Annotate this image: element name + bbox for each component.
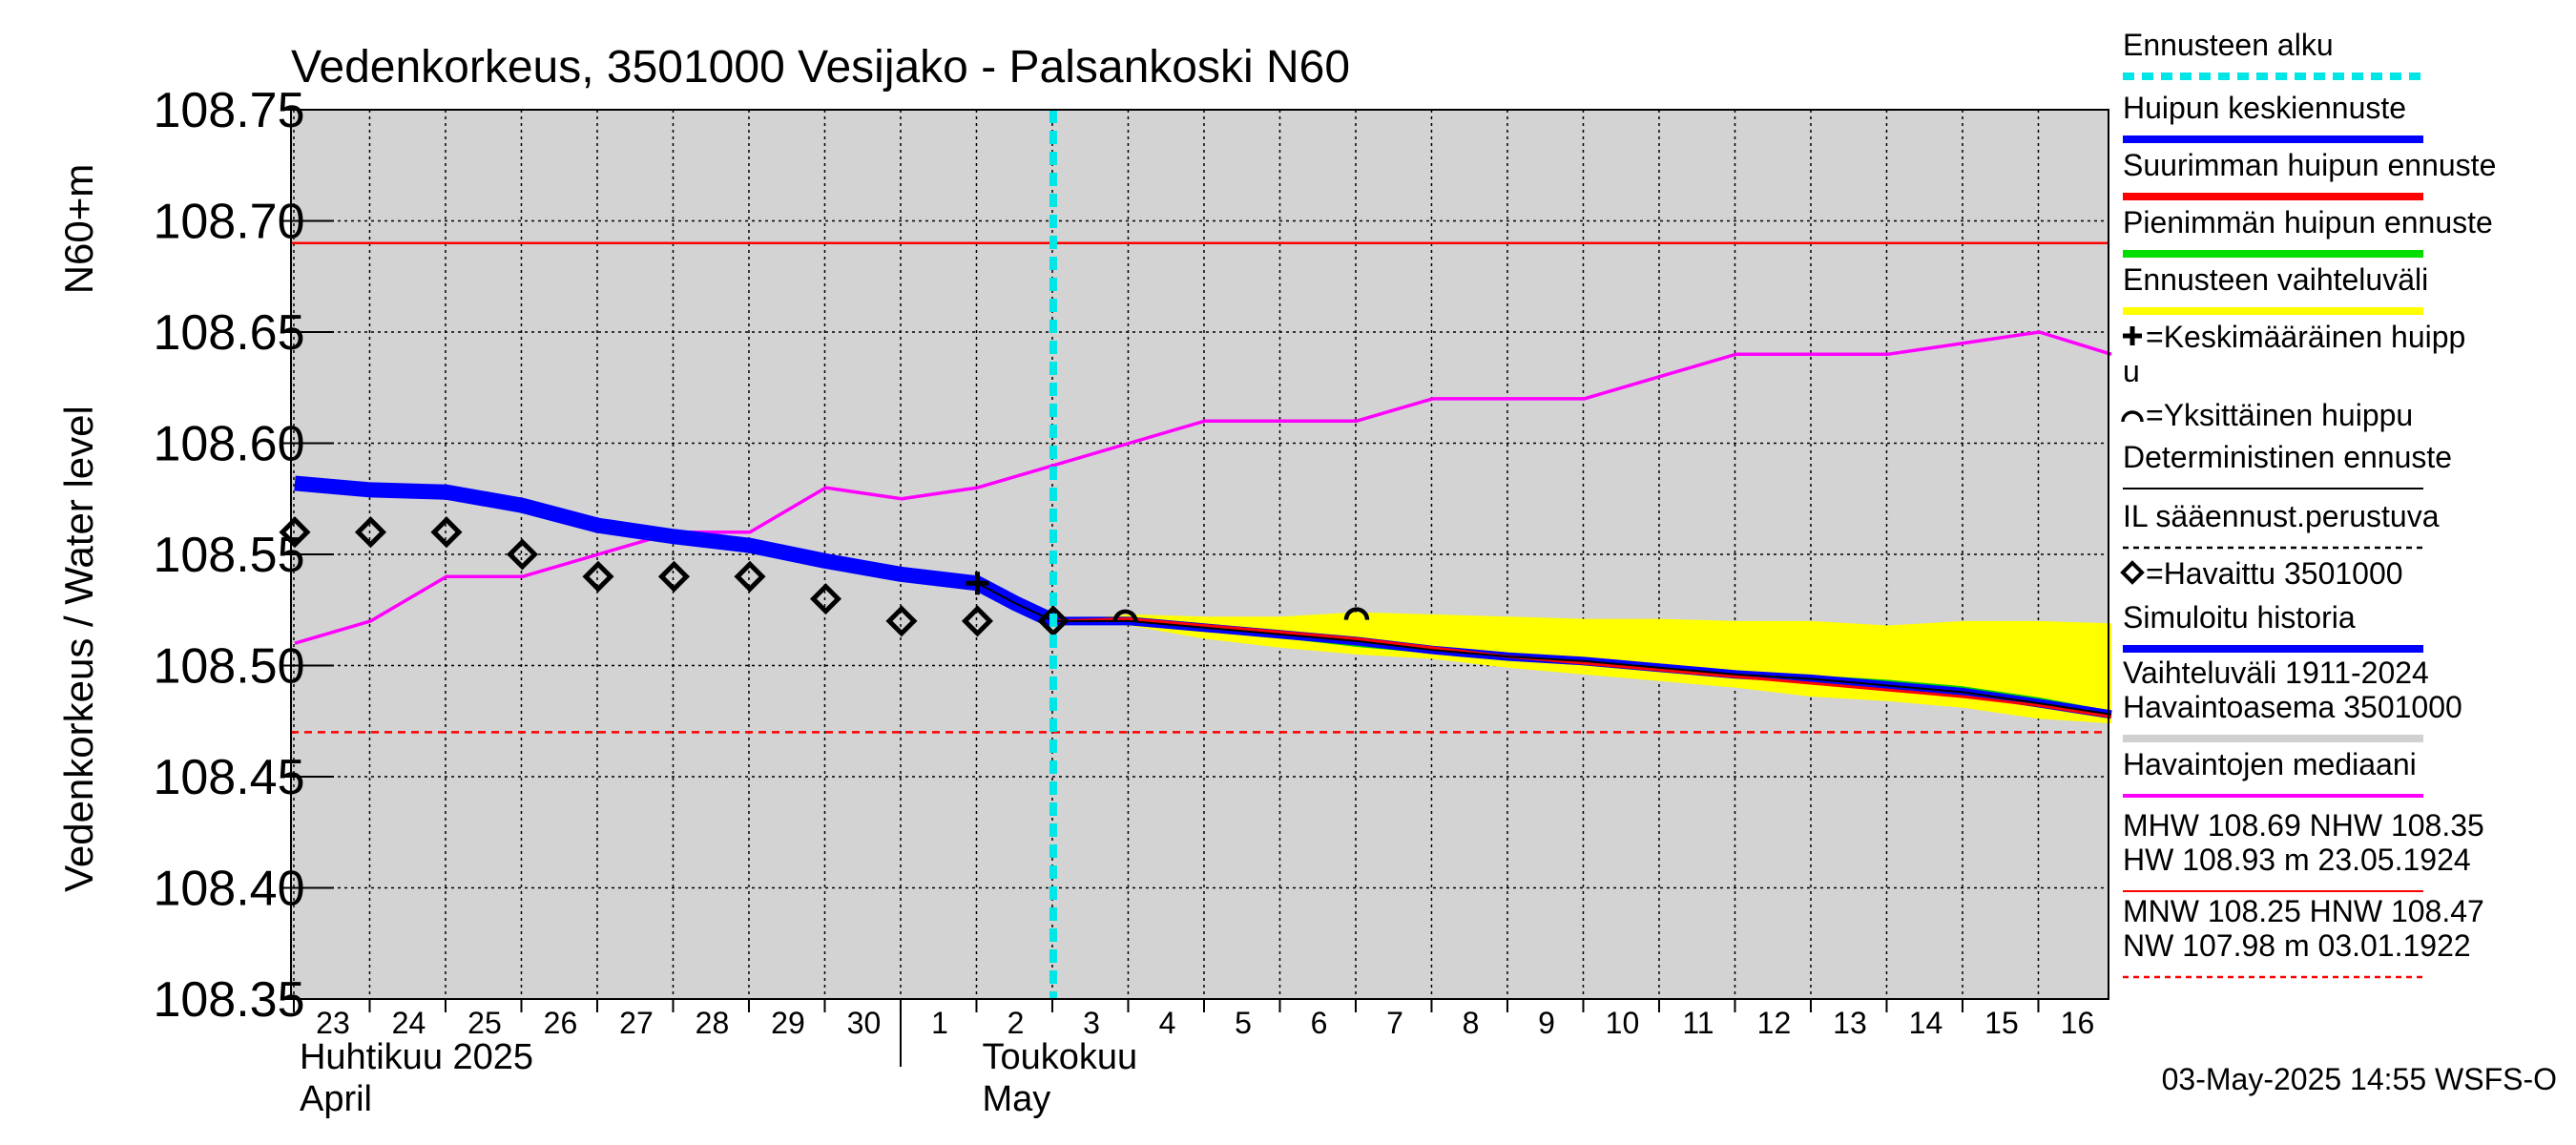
y-tick-label: 108.55 (153, 528, 304, 583)
y-tick-label: 108.65 (153, 305, 304, 361)
x-tick-label: 6 (1311, 1006, 1328, 1040)
single-peak-marker (1112, 609, 1138, 623)
observation-marker (506, 538, 539, 571)
legend-label: MHW 108.69 NHW 108.35 (2123, 808, 2484, 843)
legend-label: Huipun keskiennuste (2123, 91, 2406, 125)
observation-marker (961, 605, 994, 637)
legend-symbol-arc (2121, 410, 2144, 423)
legend: Ennusteen alku Huipun keskiennuste Suurimm… (2120, 28, 2496, 979)
x-tick-label: 14 (1909, 1006, 1943, 1040)
legend-label: Deterministinen ennuste (2123, 440, 2452, 474)
y-tick-label: 108.45 (153, 750, 304, 805)
reference-lines (291, 241, 2109, 734)
y-axis: 108.35 108.40 108.45 108.50 108.55 108.60 108.… (153, 83, 334, 1028)
x-tick-label: 5 (1235, 1006, 1252, 1040)
legend-label: Suurimman huipun ennuste (2123, 148, 2496, 182)
x-tick-label: 25 (467, 1006, 502, 1040)
observation-marker (354, 516, 387, 549)
legend-label: Simuloitu historia (2123, 600, 2356, 635)
x-tick-label: 9 (1538, 1006, 1555, 1040)
legend-label: Pienimmän huipun ennuste (2123, 205, 2493, 239)
legend-label-line2: u (2123, 354, 2140, 388)
x-tick-label: 24 (392, 1006, 426, 1040)
x-tick-label: 12 (1757, 1006, 1792, 1040)
x-tick-label: 23 (316, 1006, 350, 1040)
legend-label-line2: Havaintoasema 3501000 (2123, 690, 2462, 724)
x-tick-label: 3 (1083, 1006, 1100, 1040)
x-tick-label: 4 (1159, 1006, 1176, 1040)
y-tick-label: 108.75 (153, 83, 304, 138)
x-tick-label: 30 (847, 1006, 882, 1040)
observation-marker (734, 560, 766, 593)
legend-label: Havaintojen mediaani (2123, 747, 2417, 781)
series-suurimman-huipun-ennuste (1052, 617, 2112, 718)
legend-label-line2: NW 107.98 m 03.01.1922 (2123, 928, 2471, 963)
mean-peak-marker (966, 572, 989, 595)
y-axis-label-unit: N60+m (56, 164, 101, 295)
legend-label: Vaihteluväli 1911-2024 (2123, 656, 2429, 690)
y-tick-label: 108.40 (153, 862, 304, 917)
y-axis-label: Vedenkorkeus / Water level (56, 406, 101, 892)
observation-marker (657, 560, 691, 593)
x-tick-label: 13 (1833, 1006, 1867, 1040)
legend-label: Ennusteen alku (2123, 28, 2334, 62)
footer-timestamp: 03-May-2025 14:55 WSFS-O (2162, 1062, 2557, 1096)
x-tick-label: 27 (619, 1006, 654, 1040)
x-tick-label: 8 (1463, 1006, 1480, 1040)
observation-marker (1037, 605, 1070, 637)
legend-symbol-diamond (2120, 560, 2145, 585)
legend-label: Ennusteen vaihteluväli (2123, 262, 2428, 297)
x-tick-label: 29 (771, 1006, 805, 1040)
month-label-fi: Toukokuu (982, 1037, 1137, 1077)
chart-title: Vedenkorkeus, 3501000 Vesijako - Palsank… (291, 42, 1350, 93)
x-axis: 23 24 25 26 27 28 29 30 1 2 3 4 5 6 7 8 9 10 11 12 13 14 15 16H… (292, 999, 2095, 1119)
x-tick-label: 28 (696, 1006, 730, 1040)
observation-marker (430, 516, 463, 549)
legend-label: =Keskimääräinen huipp (2146, 320, 2465, 354)
x-tick-label: 7 (1386, 1006, 1403, 1040)
y-tick-label: 108.50 (153, 639, 304, 695)
month-label-en: May (982, 1079, 1050, 1119)
x-tick-label: 15 (1984, 1006, 2019, 1040)
y-tick-label: 108.70 (153, 195, 304, 250)
month-label-fi: Huhtikuu 2025 (300, 1037, 533, 1077)
x-tick-label: 16 (2061, 1006, 2095, 1040)
x-tick-label: 11 (1682, 1006, 1714, 1040)
x-tick-label: 26 (544, 1006, 578, 1040)
legend-label: MNW 108.25 HNW 108.47 (2123, 894, 2484, 928)
observation-marker (582, 560, 614, 593)
legend-label-line2: HW 108.93 m 23.05.1924 (2123, 843, 2471, 877)
markers (279, 516, 1370, 637)
y-tick-label: 108.35 (153, 972, 304, 1028)
x-tick-label: 10 (1606, 1006, 1640, 1040)
legend-label: =Havaittu 3501000 (2146, 556, 2403, 591)
x-tick-label: 1 (931, 1006, 948, 1040)
series-havaintojen-mediaani (294, 330, 2112, 645)
series-lines (294, 330, 2112, 719)
x-tick-label: 2 (1008, 1006, 1025, 1040)
month-label-en: April (300, 1079, 372, 1119)
single-peak-marker (1343, 607, 1370, 620)
observation-marker (809, 583, 842, 615)
observation-marker (885, 605, 918, 637)
legend-label: =Yksittäinen huippu (2146, 398, 2413, 432)
legend-label: IL sääennust.perustuva (2123, 499, 2440, 533)
legend-symbol-plus (2123, 326, 2142, 345)
y-tick-label: 108.60 (153, 417, 304, 472)
series-deterministic (977, 582, 2112, 716)
observation-marker (279, 516, 311, 549)
